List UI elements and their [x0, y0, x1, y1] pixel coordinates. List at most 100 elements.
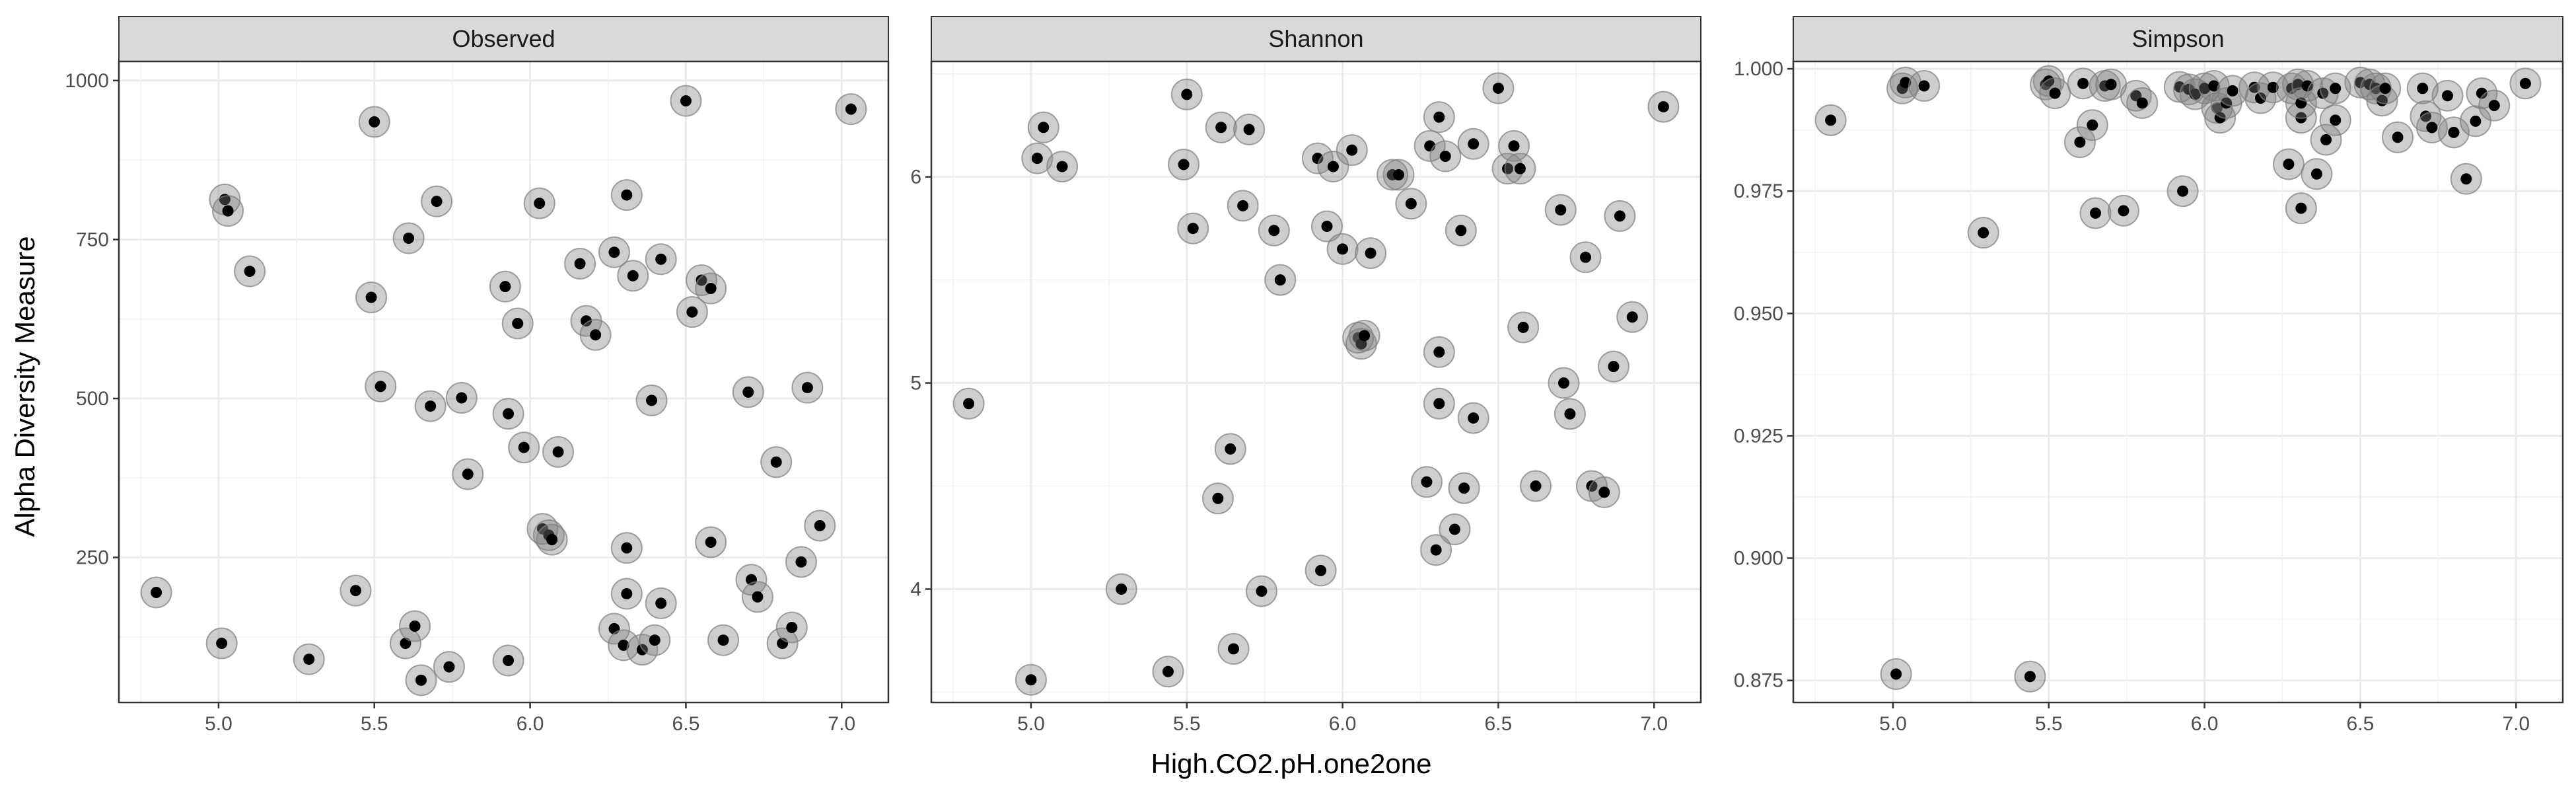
data-point [795, 556, 807, 568]
data-point [574, 258, 586, 270]
data-point [1430, 544, 1442, 556]
y-tick-label: 4 [910, 578, 921, 600]
strip-label: Simpson [2131, 25, 2224, 52]
data-point [1212, 492, 1224, 504]
data-point [2199, 83, 2211, 94]
x-tick-label: 6.0 [2191, 713, 2219, 735]
data-point [2310, 168, 2322, 180]
y-tick-label: 750 [76, 229, 109, 250]
gridlines [119, 61, 888, 702]
x-axis-title: High.CO2.pH.one2one [1151, 748, 1432, 779]
data-point [403, 233, 415, 245]
data-point [2118, 205, 2129, 217]
data-point [2392, 132, 2404, 143]
data-point [1187, 223, 1199, 235]
data-point [1337, 243, 1349, 255]
data-point [2295, 202, 2307, 214]
x-tick-label: 6.5 [1485, 713, 1513, 735]
data-point [1458, 482, 1470, 494]
data-point [705, 283, 717, 295]
data-point [534, 198, 546, 209]
data-points [952, 72, 1680, 696]
data-point [409, 621, 421, 632]
panel-background [119, 61, 888, 702]
data-point [1449, 523, 1460, 535]
x-tick-label: 5.5 [1173, 713, 1201, 735]
data-point [2049, 87, 2061, 99]
data-point [1312, 153, 1324, 165]
data-point [786, 621, 798, 633]
data-point [2248, 81, 2260, 93]
data-point [1468, 138, 1480, 150]
data-point [655, 597, 667, 609]
data-point [801, 382, 813, 394]
data-point [443, 661, 455, 673]
panel-border [930, 60, 1702, 704]
data-point [415, 674, 427, 686]
panel-border [1792, 60, 2564, 704]
data-point [151, 587, 162, 599]
data-point [1025, 674, 1037, 686]
data-point [1579, 251, 1591, 263]
data-point [2208, 80, 2220, 92]
strip-header [118, 16, 889, 62]
data-point [1439, 150, 1451, 162]
data-point [1031, 153, 1043, 165]
data-point [244, 266, 256, 278]
x-tick-label: 6.0 [517, 713, 544, 735]
data-point [963, 398, 975, 410]
data-point [512, 317, 524, 329]
x-tick-label: 7.0 [2502, 713, 2530, 735]
data-point [2488, 100, 2500, 112]
data-point [1359, 330, 1371, 342]
data-point [2417, 83, 2429, 94]
data-point [1365, 247, 1377, 259]
data-point [618, 639, 629, 651]
panel-background [1793, 61, 2563, 702]
data-point [462, 469, 474, 480]
x-tick-label: 6.5 [2347, 713, 2375, 735]
data-point [2283, 158, 2295, 170]
data-point [2024, 671, 2036, 683]
data-point [649, 634, 661, 646]
data-point [1455, 225, 1467, 237]
data-point [1327, 161, 1339, 172]
data-point [369, 116, 380, 128]
data-point [1514, 163, 1526, 174]
x-tick-label: 6.5 [672, 713, 700, 735]
data-point [621, 189, 633, 201]
data-point [546, 534, 558, 546]
data-point [680, 95, 692, 107]
data-point [2090, 208, 2102, 219]
data-point [2476, 87, 2487, 99]
data-point [2460, 173, 2472, 185]
data-point [2519, 77, 2531, 89]
x-tick-label: 5.0 [1879, 713, 1907, 735]
y-tick-label: 5 [910, 373, 921, 395]
strip-label: Observed [452, 25, 555, 52]
data-point [431, 196, 443, 208]
data-point [1564, 408, 1576, 420]
data-point [1614, 210, 1626, 222]
data-point [499, 281, 511, 293]
data-point [2379, 83, 2391, 94]
data-point [503, 654, 515, 666]
data-point [705, 537, 717, 548]
data-point [2330, 114, 2342, 126]
data-point [1626, 311, 1638, 323]
data-point [425, 400, 437, 412]
data-point [1492, 83, 1504, 94]
data-point [2254, 93, 2266, 104]
data-point [814, 519, 826, 531]
data-point [1657, 101, 1669, 113]
y-tick-label: 500 [76, 388, 109, 410]
x-tick-label: 7.0 [1640, 713, 1668, 735]
data-point [1405, 198, 1417, 209]
data-point [1315, 564, 1327, 576]
data-point [1433, 111, 1445, 123]
data-point [742, 386, 754, 398]
data-point [2130, 90, 2142, 102]
data-point [1900, 77, 1912, 89]
data-point [1225, 443, 1236, 455]
